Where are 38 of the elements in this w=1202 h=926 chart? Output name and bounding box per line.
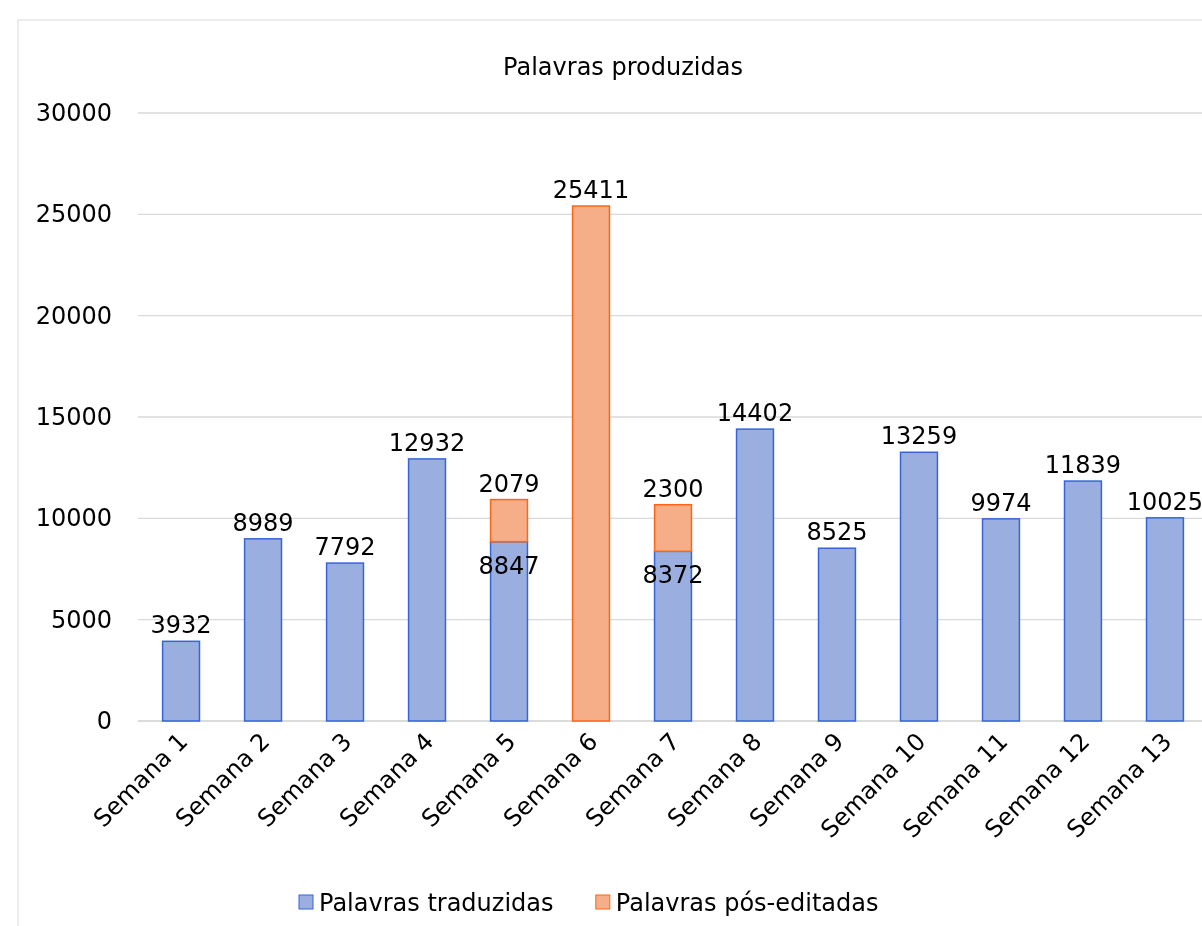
- data-label: 8525: [806, 518, 868, 547]
- data-label: 14402: [716, 399, 794, 428]
- data-label: 12932: [388, 428, 466, 457]
- data-label: 10025: [1126, 487, 1202, 516]
- legend-label: Palavras pós-editadas: [615, 889, 879, 917]
- data-label: 8847: [478, 551, 540, 580]
- data-label: 8989: [232, 508, 294, 537]
- bar: [1145, 517, 1185, 722]
- data-label: 2079: [478, 469, 540, 498]
- bar: [1063, 480, 1103, 722]
- bar: [653, 503, 693, 553]
- bar: [899, 451, 939, 722]
- y-tick-label: 25000: [35, 200, 112, 229]
- bar: [571, 205, 611, 722]
- bar: [243, 538, 283, 722]
- bar: [817, 547, 857, 722]
- y-tick-label: 30000: [35, 99, 112, 127]
- data-label: 11839: [1044, 451, 1122, 480]
- y-tick-label: 15000: [35, 403, 112, 431]
- bar: [981, 518, 1021, 722]
- y-tick-label: 20000: [35, 301, 112, 330]
- data-label: 9974: [970, 488, 1032, 517]
- data-label: 25411: [552, 176, 630, 204]
- chart-title: Palavras produzidas: [503, 53, 743, 81]
- data-label: 3932: [150, 611, 212, 640]
- data-label: 8372: [642, 561, 704, 590]
- bar: [325, 562, 365, 722]
- bar: [407, 458, 447, 722]
- y-tick-label: 10000: [35, 504, 112, 533]
- bar: [735, 428, 775, 722]
- data-label: 2300: [642, 474, 704, 503]
- data-label: 7792: [314, 533, 376, 562]
- y-tick-label: 0: [96, 707, 112, 735]
- bar: [161, 640, 201, 722]
- y-tick-label: 5000: [50, 605, 112, 634]
- legend-label: Palavras traduzidas: [319, 889, 554, 917]
- data-label: 13259: [880, 422, 958, 451]
- bar: [489, 498, 529, 543]
